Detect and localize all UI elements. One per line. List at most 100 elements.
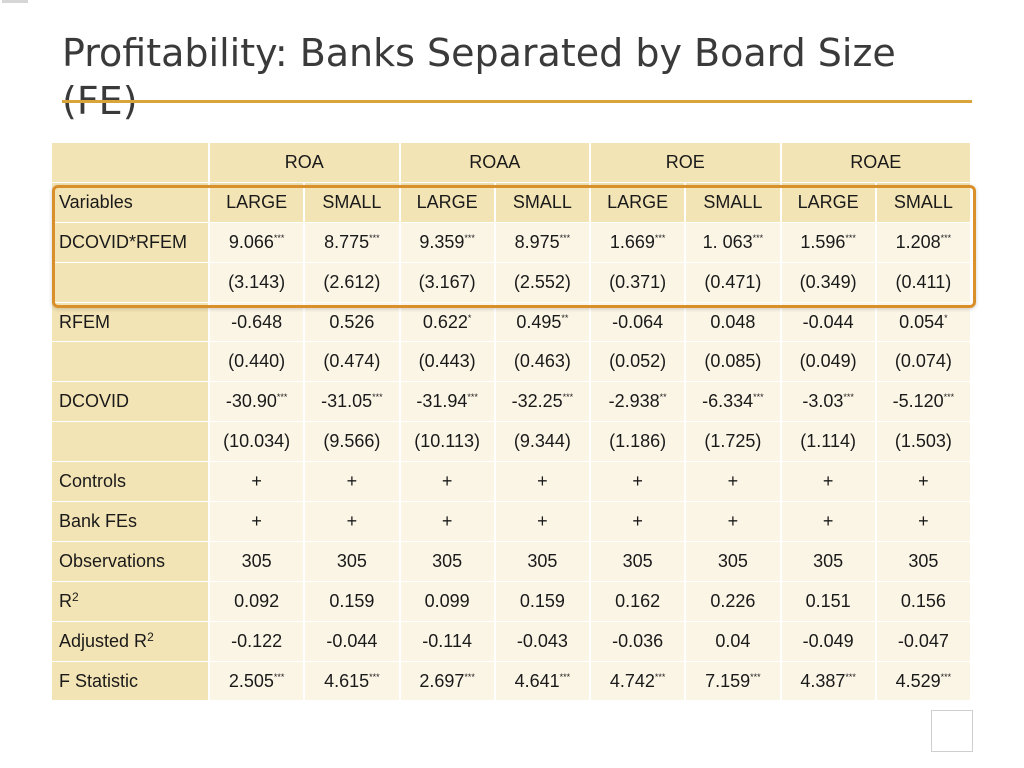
significance-stars: *** bbox=[559, 232, 571, 243]
significance-stars: *** bbox=[562, 392, 574, 403]
cell-value: 305 bbox=[432, 550, 463, 571]
table-row: R2 0.092 0.159 0.099 0.159 0.162 0.226 0.151 0.1… bbox=[52, 581, 973, 622]
significance-stars: *** bbox=[559, 671, 571, 682]
significance-stars: *** bbox=[940, 232, 952, 243]
table-cell: -0.043 bbox=[494, 621, 592, 662]
cell-value: + bbox=[727, 471, 739, 492]
table-cell: 305 bbox=[780, 541, 877, 582]
row-label: F Statistic bbox=[52, 661, 210, 702]
significance-stars: *** bbox=[369, 671, 380, 682]
cell-value: 0.162 bbox=[615, 590, 661, 611]
cell-value: SMALL bbox=[703, 191, 763, 212]
cell-value: (0.085) bbox=[704, 351, 762, 372]
row-label: Controls bbox=[52, 461, 210, 503]
significance-stars: *** bbox=[372, 392, 383, 403]
cell-value: -0.114 bbox=[422, 630, 472, 651]
cell-value: -31.05 bbox=[321, 391, 373, 412]
cell-value: + bbox=[346, 510, 358, 531]
table-row: (0.440) (0.474) (0.443) (0.463) (0.052) (0.08… bbox=[52, 341, 973, 383]
table-cell: -30.90*** bbox=[209, 381, 306, 423]
column-header: SMALL bbox=[304, 182, 401, 223]
significance-stars: *** bbox=[276, 392, 288, 403]
cell-value: -3.03 bbox=[802, 391, 844, 412]
significance-stars: ** bbox=[659, 392, 667, 403]
cell-value: + bbox=[918, 510, 929, 531]
table-cell: (1.186) bbox=[590, 421, 687, 463]
significance-stars: *** bbox=[464, 671, 475, 682]
table-cell: (0.411) bbox=[875, 262, 973, 303]
table-cell: + bbox=[685, 501, 782, 542]
cell-value: 305 bbox=[336, 550, 367, 571]
cell-value: 1. 063 bbox=[702, 231, 753, 252]
table-cell: 305 bbox=[494, 541, 592, 582]
table-cell: + bbox=[780, 501, 877, 542]
cell-value: 4.742 bbox=[609, 670, 655, 691]
cell-value: -0.648 bbox=[231, 311, 283, 332]
significance-stars: *** bbox=[752, 232, 764, 243]
table-cell: + bbox=[209, 461, 306, 503]
table-row: (3.143) (2.612) (3.167) (2.552) (0.371) (0.47… bbox=[52, 262, 973, 303]
table-cell: (1.503) bbox=[875, 421, 973, 463]
cell-value: 4.387 bbox=[800, 670, 846, 691]
table-cell: 305 bbox=[304, 541, 401, 582]
table-cell: (3.143) bbox=[209, 262, 306, 303]
cell-value: (0.471) bbox=[704, 271, 762, 292]
table-cell: + bbox=[399, 461, 496, 503]
cell-value: 0.156 bbox=[900, 590, 946, 611]
cell-value: SMALL bbox=[512, 191, 572, 212]
table-row: F Statistic 2.505*** 4.615*** 2.697*** 4.641… bbox=[52, 661, 973, 702]
cell-value: LARGE bbox=[797, 191, 859, 212]
table-cell: 8.975*** bbox=[494, 222, 592, 263]
cell-value: + bbox=[441, 471, 453, 492]
cell-value: (10.113) bbox=[414, 431, 480, 452]
table-cell: (3.167) bbox=[399, 262, 496, 303]
cell-value: -5.120 bbox=[892, 391, 944, 412]
table-cell: + bbox=[780, 461, 877, 503]
cell-value: -0.036 bbox=[612, 630, 664, 651]
row-label bbox=[52, 421, 210, 463]
title-underline bbox=[62, 100, 972, 103]
cell-value: + bbox=[632, 471, 643, 492]
table-cell: 0.156 bbox=[875, 581, 973, 622]
row-label: Variables bbox=[52, 182, 210, 223]
cell-value: (1.114) bbox=[800, 431, 856, 452]
row-label: DCOVID*RFEM bbox=[52, 222, 210, 263]
table-row: Controls + + + + + + + + bbox=[52, 461, 973, 503]
row-label: DCOVID bbox=[52, 381, 210, 423]
cell-value: -0.044 bbox=[326, 630, 378, 651]
cell-value: -32.25 bbox=[511, 391, 563, 412]
table-cell: (1.725) bbox=[685, 421, 782, 463]
cell-value: 0.092 bbox=[234, 590, 280, 611]
cell-value: (3.143) bbox=[228, 271, 286, 292]
table-cell: 0.526 bbox=[304, 302, 401, 343]
table-cell: 305 bbox=[590, 541, 687, 582]
table-cell: (0.463) bbox=[494, 341, 592, 383]
cell-value: (0.349) bbox=[799, 271, 857, 292]
cell-value: (0.371) bbox=[609, 271, 667, 292]
significance-stars: *** bbox=[753, 392, 764, 403]
table-cell: 1. 063*** bbox=[685, 222, 782, 263]
cell-value: (0.411) bbox=[895, 271, 952, 292]
significance-stars: ** bbox=[561, 312, 569, 323]
corner-mark bbox=[2, 0, 28, 3]
cell-value: (1.725) bbox=[704, 431, 762, 452]
cell-value: + bbox=[822, 471, 834, 492]
cell-value: 0.526 bbox=[329, 311, 375, 332]
cell-value: + bbox=[918, 471, 929, 492]
column-header: LARGE bbox=[399, 182, 496, 223]
significance-stars: *** bbox=[273, 232, 285, 243]
cell-value: 1.208 bbox=[895, 231, 941, 252]
table-cell: 305 bbox=[685, 541, 782, 582]
cell-value: (0.052) bbox=[609, 351, 667, 372]
significance-stars: *** bbox=[943, 392, 955, 403]
row-label-text: Observations bbox=[59, 550, 166, 571]
cell-value: 305 bbox=[241, 550, 272, 571]
table-row: Observations 305 305 305 305 305 305 305 305 bbox=[52, 541, 973, 582]
cell-value: 2.505 bbox=[228, 670, 274, 691]
table-cell: (0.049) bbox=[780, 341, 877, 383]
cell-value: + bbox=[537, 510, 548, 531]
cell-value: 9.066 bbox=[228, 231, 274, 252]
cell-value: (9.344) bbox=[513, 431, 571, 452]
table-cell: (0.471) bbox=[685, 262, 782, 303]
cell-value: 305 bbox=[813, 550, 844, 571]
